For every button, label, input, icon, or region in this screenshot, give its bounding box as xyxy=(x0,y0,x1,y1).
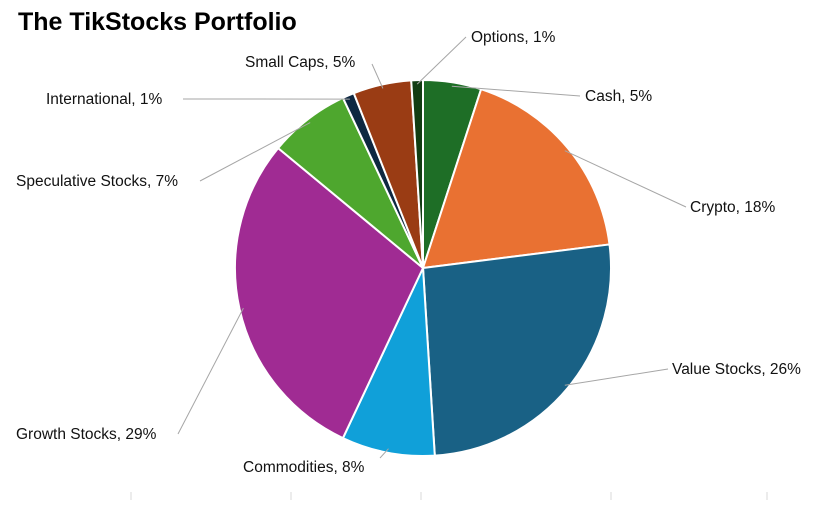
data-label-options: Options, 1% xyxy=(471,29,556,46)
data-label-international: International, 1% xyxy=(46,91,163,108)
data-label-small-caps: Small Caps, 5% xyxy=(245,54,355,71)
leader-line-options xyxy=(417,37,466,84)
pie-slices xyxy=(235,80,611,456)
data-label-value-stocks: Value Stocks, 26% xyxy=(672,361,801,378)
chart-title: The TikStocks Portfolio xyxy=(18,8,297,37)
data-label-speculative-stocks: Speculative Stocks, 7% xyxy=(16,173,178,190)
pie-slice-value-stocks xyxy=(423,244,611,455)
data-label-commodities: Commodities, 8% xyxy=(243,459,365,476)
leader-line-growth-stocks xyxy=(178,308,243,434)
axis-ticks xyxy=(131,492,767,500)
data-label-growth-stocks: Growth Stocks, 29% xyxy=(16,426,157,443)
data-label-crypto: Crypto, 18% xyxy=(690,199,776,216)
data-label-cash: Cash, 5% xyxy=(585,88,652,105)
